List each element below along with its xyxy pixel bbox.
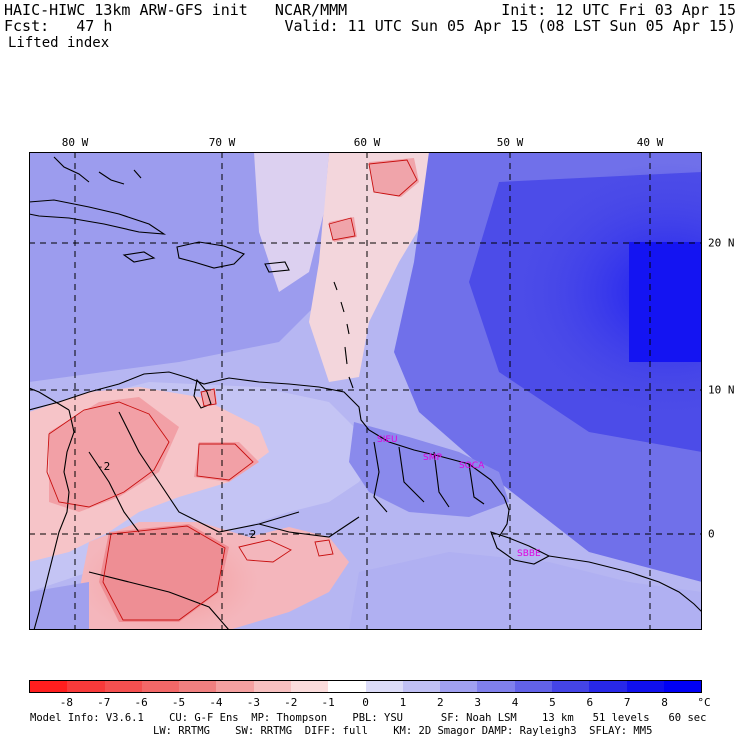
colorbar-swatch [514,681,552,692]
forecast-hour: Fcst: 47 h [4,17,113,35]
colorbar [29,680,702,693]
lon-tick-label: 70 W [208,136,236,149]
colorbar-label: 1 [399,696,407,709]
colorbar-label: 7 [623,696,631,709]
antilles-outline [333,281,338,291]
colorbar-swatch [440,681,478,692]
colorbar-label: 4 [511,696,519,709]
antilles-outline [344,346,348,365]
field-neutral-east [309,152,449,382]
colorbar-swatch [179,681,217,692]
colorbar-swatch [551,681,590,692]
bahamas-outline [133,169,142,179]
bahamas-outline [98,171,125,185]
lon-tick-label: 80 W [61,136,89,149]
station-label-smp: SMP [423,453,442,463]
station-label-soca: SOCA [459,461,485,471]
lifted-index-map: -2 -2 SIEU SMP SOCA SBBE [29,152,702,630]
colorbar-swatch [589,681,627,692]
colorbar-label: -8 [59,696,73,709]
colorbar-swatch [67,681,105,692]
map-frame [29,152,702,630]
colorbar-label: -3 [246,696,260,709]
colorbar-swatch [663,681,702,692]
south-america-coast [29,371,510,538]
colorbar-swatch [402,681,441,692]
field-patch [329,217,357,242]
colorbar-label: 8 [661,696,668,709]
station-label-sbbe: SBBE [517,549,541,559]
contour-label: -2 [243,528,256,541]
bahamas-outline [53,156,90,183]
lat-tick-label: 10 N [708,383,735,397]
colorbar-label: 2 [436,696,444,709]
country-border [88,571,230,630]
lon-tick-label: 50 W [496,136,524,149]
lat-tick-label: 20 N [708,236,735,250]
marajo-outline [490,531,551,565]
colorbar-swatch [365,681,403,692]
brazil-coast [548,555,702,613]
colorbar-label: -2 [284,696,298,709]
lon-tick-label: 60 W [353,136,381,149]
field-name: Lifted index [8,35,110,51]
colorbar-label: -6 [134,696,148,709]
model-info-line2: LW: RRTMG SW: RRTMG DIFF: full KM: 2D Sm… [153,725,653,737]
li-contours [46,159,418,621]
station-label-sieu: SIEU [377,435,398,445]
country-border [468,463,485,505]
init-time: Init: 12 UTC Fri 03 Apr 15 [501,1,736,19]
puerto-rico-outline [264,261,290,273]
colorbar-swatch [141,681,180,692]
cuba-outline [29,199,167,235]
colorbar-swatch [626,681,664,692]
panama-coast [29,387,70,411]
antilles-outline [346,323,350,335]
colorbar-label: -5 [171,696,186,709]
field-guianas [349,422,509,517]
colorbar-label: -7 [97,696,111,709]
model-info-line1: Model Info: V3.6.1 CU: G-F Ens MP: Thomp… [30,712,707,724]
country-border [433,451,450,508]
field-neutral-mid [254,152,329,292]
lon-tick-label: 40 W [636,136,664,149]
colorbar-label: 6 [586,696,594,709]
coastlines [29,156,702,630]
field-amazon-strong [99,524,229,622]
colorbar-swatch [328,681,366,692]
pacific-coast [33,409,75,630]
colorbar-swatch [216,681,254,692]
colorbar-label: 5 [549,696,556,709]
colorbar-swatch [30,681,68,692]
colorbar-label: 0 [362,696,369,709]
colorbar-swatch [104,681,142,692]
field-patch [369,158,419,197]
field-atlantic-core [629,242,702,362]
lat-tick-label: 0 [708,527,715,541]
colorbar-swatch [477,681,515,692]
field-south-east [349,552,702,630]
country-border [373,441,388,513]
country-border [88,451,140,533]
valid-time: Valid: 11 UTC Sun 05 Apr 15 (08 LST Sun … [284,17,736,35]
colorbar-label: -1 [321,696,335,709]
country-border [398,446,425,503]
jamaica-outline [122,251,156,263]
colorbar-swatch [253,681,291,692]
colorbar-label: 3 [474,696,481,709]
contour-label: -2 [97,460,110,473]
antilles-outline [340,301,345,313]
antilles-outline [348,376,354,389]
colorbar-swatch [290,681,329,692]
field-unstable-colombia [49,397,179,512]
graticule [29,152,702,630]
colorbar-label: -4 [209,696,223,709]
colorbar-unit: °C [697,696,711,709]
model-title: HAIC-HIWC 13km ARW-GFS init NCAR/MMM [4,1,348,19]
